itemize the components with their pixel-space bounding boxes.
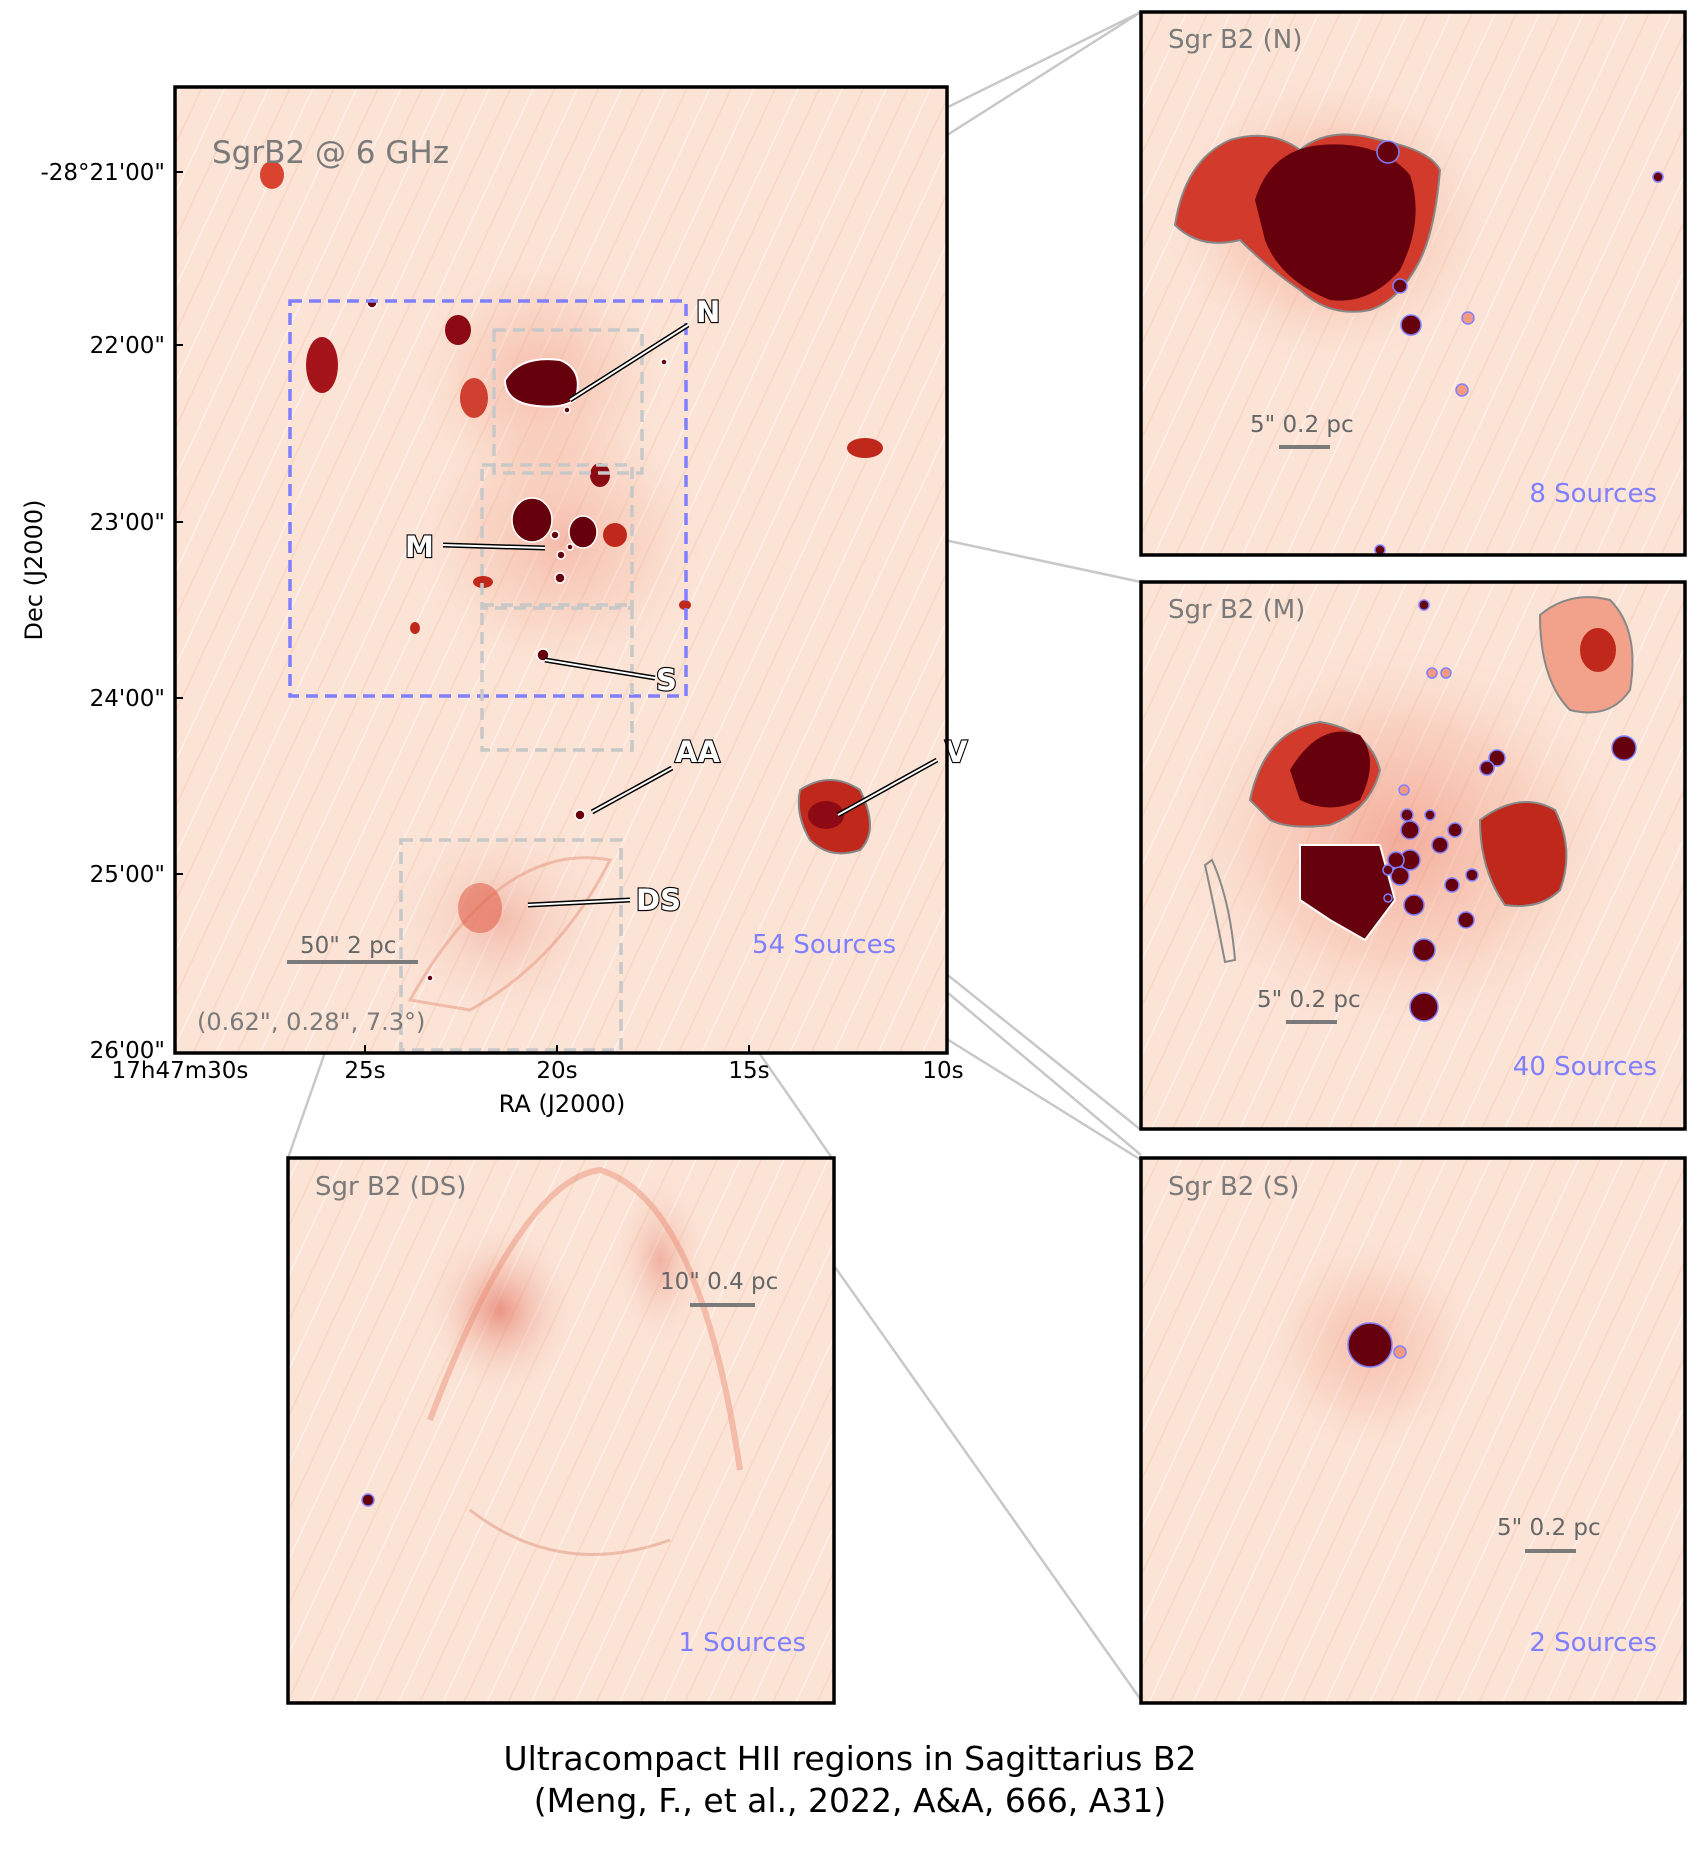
region-label-aa: AA xyxy=(675,735,720,769)
dec-tick-4: 24'00" xyxy=(90,686,165,712)
x-axis-label: RA (J2000) xyxy=(499,1090,626,1118)
inset-s: Sgr B2 (S) 5" 0.2 pc 2 Sources xyxy=(1139,1156,1687,1705)
compact-source-icon xyxy=(1347,1322,1393,1368)
main-sources-count: 54 Sources xyxy=(752,930,896,960)
axis-ticks xyxy=(175,171,750,1053)
region-leaders-inner xyxy=(442,324,938,906)
compact-source-icon xyxy=(1400,808,1414,822)
compact-source-icon xyxy=(574,809,586,821)
compact-source-icon xyxy=(1409,992,1439,1022)
compact-source-icon xyxy=(1611,735,1637,761)
compact-source-icon xyxy=(1455,383,1469,397)
compact-source-icon xyxy=(1424,809,1436,821)
compact-source-icon xyxy=(550,530,560,540)
compact-source-icon xyxy=(1393,1345,1407,1359)
inset-ds-title: Sgr B2 (DS) xyxy=(315,1172,466,1202)
ra-tick-1: 17h47m30s xyxy=(112,1058,249,1084)
dec-tick-3: 23'00" xyxy=(90,510,165,536)
compact-source-icon xyxy=(1431,836,1449,854)
compact-source-icon xyxy=(1444,877,1460,893)
inset-m-scale: 5" 0.2 pc xyxy=(1257,987,1361,1013)
dec-tick-2: 22'00" xyxy=(90,333,165,359)
compact-source-icon xyxy=(1382,864,1394,876)
emission-blobs xyxy=(260,161,883,933)
zoom-boxes-gray xyxy=(399,328,644,1052)
inset-ds-scale: 10" 0.4 pc xyxy=(660,1269,778,1295)
ra-tick-5: 10s xyxy=(922,1058,963,1084)
caption-line-2: (Meng, F., et al., 2022, A&A, 666, A31) xyxy=(534,1781,1166,1820)
dec-tick-5: 25'00" xyxy=(90,862,165,888)
compact-source-icon xyxy=(1447,822,1463,838)
compact-source-icon xyxy=(556,550,566,560)
inset-m-sources: 40 Sources xyxy=(1513,1052,1657,1082)
inset-ds-sources: 1 Sources xyxy=(678,1628,806,1658)
inset-n: Sgr B2 (N) 5" 0.2 pc 8 Sources xyxy=(1139,10,1687,557)
compact-source-icon xyxy=(1398,784,1410,796)
region-label-n: N xyxy=(696,295,720,329)
inset-ds: Sgr B2 (DS) 10" 0.4 pc 1 Sources xyxy=(286,1156,836,1705)
compact-source-icon xyxy=(554,572,566,584)
compact-source-icon xyxy=(1390,866,1410,886)
compact-source-icon xyxy=(1403,894,1425,916)
main-panel-frame xyxy=(173,85,949,1055)
compact-source-icon xyxy=(361,1493,375,1507)
beam-label: (0.62", 0.28", 7.3°) xyxy=(197,1008,425,1036)
compact-source-icon xyxy=(1488,749,1506,767)
compact-source-icon xyxy=(1418,599,1430,611)
ra-tick-2: 25s xyxy=(344,1058,385,1084)
inset-n-scale: 5" 0.2 pc xyxy=(1250,412,1354,438)
compact-source-icon xyxy=(1400,314,1422,336)
compact-source-icon xyxy=(660,358,668,366)
dec-tick-6: 26'00" xyxy=(90,1038,165,1064)
compact-source-icon xyxy=(1376,140,1400,164)
caption-line-1: Ultracompact HII regions in Sagittarius … xyxy=(503,1739,1196,1778)
compact-source-icon xyxy=(426,974,434,982)
main-panel-title: SgrB2 @ 6 GHz xyxy=(212,135,449,171)
compact-source-icon xyxy=(1412,938,1436,962)
compact-source-icon xyxy=(1426,667,1438,679)
compact-source-icon xyxy=(1457,911,1475,929)
inset-s-sources: 2 Sources xyxy=(1529,1628,1657,1658)
ra-tick-3: 20s xyxy=(536,1058,577,1084)
compact-source-icon xyxy=(1383,893,1393,903)
compact-source-icon xyxy=(1465,868,1479,882)
compact-source-icon xyxy=(1440,667,1452,679)
compact-source-icon xyxy=(566,543,574,551)
inset-m-title: Sgr B2 (M) xyxy=(1168,595,1305,625)
inset-s-scale: 5" 0.2 pc xyxy=(1497,1515,1601,1541)
inset-m: Sgr B2 (M) 5" 0.2 pc 40 Sources xyxy=(1139,580,1687,1131)
dec-tick-1: -28°21'00" xyxy=(40,160,165,186)
inset-n-title: Sgr B2 (N) xyxy=(1168,25,1302,55)
region-label-m: M xyxy=(405,530,434,564)
compact-source-icon xyxy=(1400,820,1420,840)
compact-source-icon xyxy=(1392,278,1408,294)
y-axis-label: Dec (J2000) xyxy=(20,500,48,641)
inset-n-sources: 8 Sources xyxy=(1529,479,1657,509)
inset-s-title: Sgr B2 (S) xyxy=(1168,1172,1299,1202)
ra-tick-4: 15s xyxy=(728,1058,769,1084)
zoom-box-blue xyxy=(288,299,688,698)
compact-source-icon xyxy=(1479,760,1495,776)
region-label-s: S xyxy=(656,663,677,697)
region-label-ds: DS xyxy=(636,883,681,917)
main-scale-label: 50" 2 pc xyxy=(300,933,396,959)
main-panel: N M S AA V DS SgrB2 @ 6 GHz 54 Sources 5… xyxy=(20,85,969,1118)
compact-source-icon xyxy=(1652,171,1664,183)
compact-source-icon xyxy=(1461,311,1475,325)
compact-source-icon xyxy=(563,406,571,414)
